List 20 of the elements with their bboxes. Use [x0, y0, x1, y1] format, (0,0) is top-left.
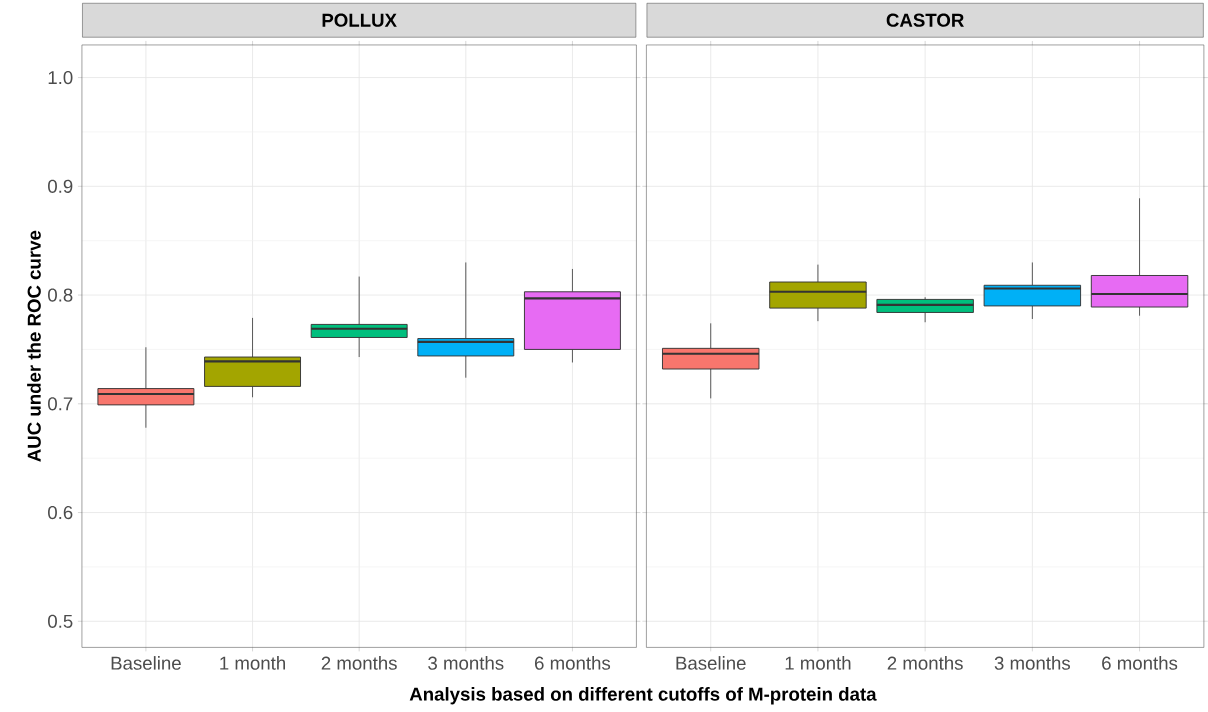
x-axis-title: Analysis based on different cutoffs of M-protein data: [409, 686, 877, 705]
y-tick-label: 0.9: [48, 179, 73, 193]
x-tick-label: 6 months: [535, 655, 611, 670]
chart-title: POLLUX: [322, 13, 397, 27]
y-axis-title: AUC under the ROC curve: [27, 230, 41, 462]
x-tick-label: 3 months: [994, 655, 1070, 670]
y-tick-label: 0.5: [48, 614, 73, 628]
x-tick-label: 3 months: [428, 655, 504, 670]
x-tick-label: Baseline: [676, 655, 746, 670]
x-tick-label: 2 months: [321, 655, 397, 670]
chart-title: CASTOR: [886, 13, 964, 27]
x-tick-label: 1 month: [220, 655, 286, 670]
x-tick-label: 1 month: [785, 655, 851, 670]
y-tick-label: 1.0: [48, 70, 73, 85]
x-tick-label: 6 months: [1102, 655, 1178, 670]
y-tick-label: 0.6: [48, 505, 73, 519]
y-tick-label: 0.7: [48, 397, 73, 411]
y-tick-label: 0.8: [48, 288, 73, 302]
x-tick-label: Baseline: [111, 655, 181, 670]
x-tick-label: 2 months: [887, 655, 963, 670]
